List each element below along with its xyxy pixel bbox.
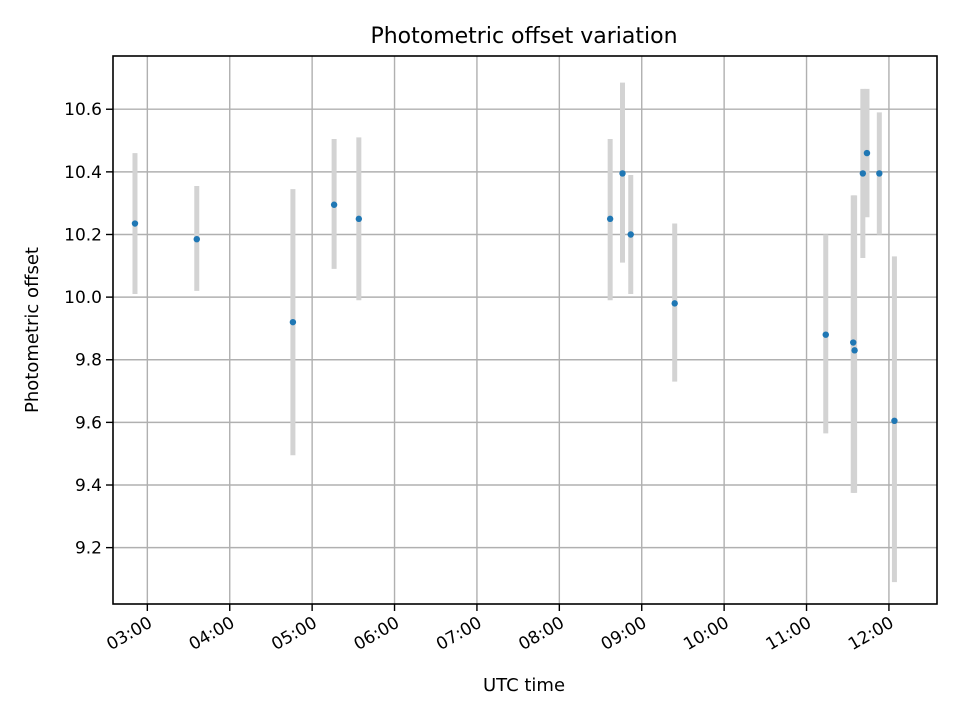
data-point-4 — [355, 215, 363, 223]
data-point-3 — [330, 201, 338, 208]
y-tick-label: 10.2 — [64, 225, 102, 245]
data-point-6 — [619, 170, 626, 177]
data-point-1 — [193, 235, 200, 243]
data-point-11 — [851, 347, 858, 354]
data-point-5 — [606, 215, 614, 223]
y-tick-label: 9.4 — [75, 476, 102, 496]
y-tick-label: 9.6 — [75, 413, 102, 433]
y-axis-ticks: 9.2 9.4 9.6 9.8 10.0 10.2 10.4 10.6 — [64, 100, 113, 559]
x-tick-label: 06:00 — [351, 613, 403, 655]
y-tick-label: 10.6 — [64, 100, 102, 120]
data-point-13 — [863, 149, 871, 157]
data-point-2 — [289, 318, 297, 326]
grid-lines — [113, 56, 937, 604]
x-tick-label: 04:00 — [186, 613, 238, 655]
x-axis-label: UTC time — [483, 675, 565, 696]
chart-title: Photometric offset variation — [370, 24, 677, 49]
plot-frame — [112, 55, 938, 605]
data-point-7 — [627, 231, 634, 238]
data-point-10 — [850, 339, 857, 346]
x-tick-label: 07:00 — [433, 613, 485, 655]
data-point-9 — [822, 331, 829, 338]
y-tick-label: 9.2 — [75, 539, 102, 559]
x-tick-label: 03:00 — [103, 613, 155, 655]
y-axis-label: Photometric offset — [22, 247, 43, 413]
data-point-15 — [891, 417, 898, 425]
y-tick-label: 9.8 — [75, 351, 102, 371]
x-tick-label: 10:00 — [680, 613, 732, 655]
x-axis-ticks: 03:00 04:00 05:00 06:00 07:00 08:00 09:00 10:00… — [103, 604, 897, 655]
y-tick-label: 10.0 — [64, 288, 102, 308]
data-point-14 — [876, 170, 883, 177]
data-point-0 — [131, 220, 139, 227]
error-bars — [132, 82, 897, 583]
data-points — [131, 149, 898, 425]
x-tick-label: 08:00 — [515, 613, 567, 655]
x-tick-label: 09:00 — [598, 613, 650, 655]
x-tick-label: 11:00 — [763, 613, 815, 655]
data-point-12 — [859, 170, 867, 177]
x-tick-label: 12:00 — [845, 613, 897, 655]
x-tick-label: 05:00 — [268, 613, 320, 655]
y-tick-label: 10.4 — [64, 163, 102, 183]
data-point-8 — [671, 300, 678, 307]
